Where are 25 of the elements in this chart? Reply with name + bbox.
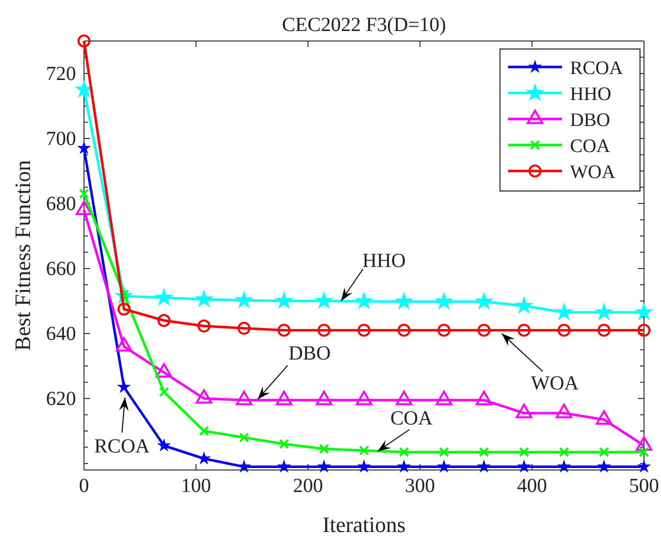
y-tick-label: 680: [46, 192, 76, 215]
legend-label: RCOA: [570, 58, 624, 79]
chart-title: CEC2022 F3(D=10): [282, 14, 446, 36]
annotation: RCOA: [94, 436, 150, 458]
x-tick-label: 300: [405, 475, 435, 498]
x-tick-label: 0: [79, 475, 89, 498]
y-tick-label: 660: [46, 258, 76, 280]
x-tick-label: 100: [181, 475, 211, 498]
annotation: COA: [390, 407, 434, 430]
y-tick-label: 620: [46, 388, 76, 410]
annotation: DBO: [288, 342, 331, 364]
legend-label: HHO: [570, 84, 612, 105]
legend-label: WOA: [570, 162, 616, 183]
x-tick-label: 200: [293, 475, 323, 498]
legend-label: DBO: [570, 110, 610, 131]
y-tick-label: 700: [46, 128, 76, 150]
y-axis-title: Best Fitness Function: [10, 160, 35, 351]
y-tick-label: 640: [46, 322, 76, 345]
annotation: HHO: [362, 250, 406, 272]
annotation: WOA: [530, 372, 580, 394]
x-tick-label: 500: [629, 475, 659, 498]
x-axis-title: Iterations: [322, 512, 406, 537]
x-tick-label: 400: [517, 475, 547, 498]
legend-label: COA: [570, 136, 610, 157]
y-tick-label: 720: [46, 62, 76, 85]
